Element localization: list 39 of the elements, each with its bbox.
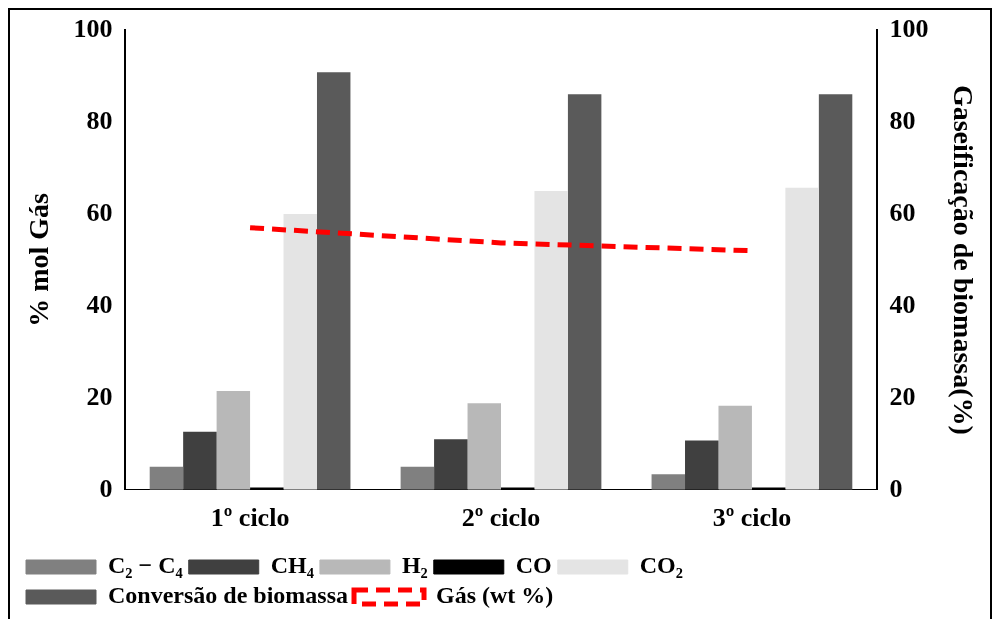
x-tick-label: 3º ciclo [712,503,792,533]
bar [434,439,468,490]
y2-axis-title: Gaseificação de biomassa(%) [947,84,979,435]
bar [183,431,217,490]
y2-tick-label: 60 [889,197,916,227]
bar [216,390,251,490]
y2-tick-label: 0 [889,473,903,503]
legend-label: C₂ − C₄ [108,552,183,579]
y-tick-label: 60 [86,197,113,227]
y-tick-label: 20 [86,381,113,411]
bar [283,213,317,490]
x-tick-label: 1º ciclo [210,503,290,533]
y-tick-label: 40 [86,289,113,319]
y2-tick-label: 80 [889,105,916,135]
y-tick-label: 80 [86,105,113,135]
legend-label: H₂ [401,552,428,579]
bar [467,403,501,490]
y-tick-label: 100 [73,13,113,43]
y2-tick-label: 40 [889,289,916,319]
legend-label: Gás (wt %) [436,582,554,609]
legend-label: Conversão de biomassa [108,582,349,609]
y2-tick-label: 100 [889,13,929,43]
bar [567,94,602,490]
legend-label: CO [515,552,552,579]
bar [400,466,435,490]
bar [316,72,351,490]
bar [785,187,819,490]
bar [685,440,719,490]
legend-label: CO₂ [639,552,683,579]
bar [651,474,686,490]
bar [534,190,568,490]
bar [718,405,752,490]
bar [149,466,184,490]
legend-label: CH₄ [270,552,314,579]
bar [818,94,853,490]
y-axis-title: % mol Gás [23,192,55,327]
x-tick-label: 2º ciclo [461,503,541,533]
y2-tick-label: 20 [889,381,916,411]
y-tick-label: 0 [99,473,113,503]
